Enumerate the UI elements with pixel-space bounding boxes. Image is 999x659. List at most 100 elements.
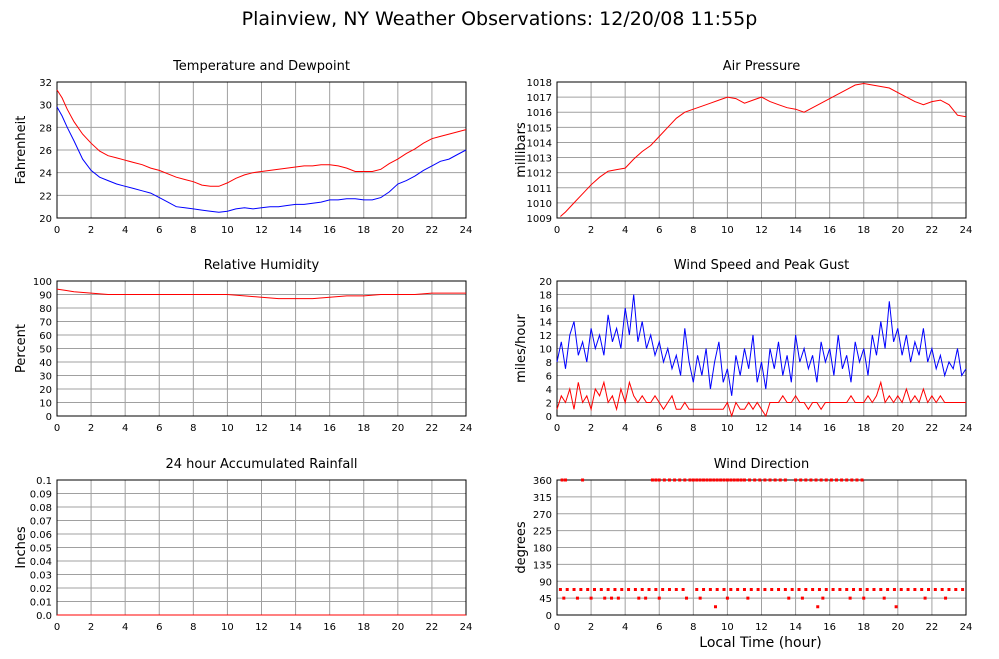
data-point [855,478,859,482]
data-point [729,588,733,591]
y-tick-label: 1012 [527,169,552,180]
data-point [640,588,644,591]
x-tick-label: 18 [357,225,370,236]
x-tick-label: 0 [54,225,60,236]
x-tick-label: 2 [88,622,94,633]
y-tick-label: 0.1 [36,476,52,487]
data-point [644,596,648,600]
y-tick-label: 8 [546,358,552,369]
x-tick-label: 16 [823,225,836,236]
data-point [850,478,854,482]
data-point [913,588,917,591]
y-tick-label: 1010 [527,199,552,210]
data-point [662,478,666,482]
data-point [637,596,641,600]
x-tick-label: 8 [190,622,196,633]
x-tick-label: 24 [460,423,473,434]
x-tick-label: 16 [823,622,836,633]
series-line [556,294,967,396]
x-tick-label: 2 [588,423,594,434]
x-tick-label: 16 [323,423,336,434]
series-line [56,106,467,213]
x-tick-label: 6 [156,622,162,633]
data-point [712,478,716,482]
y-tick-label: 90 [539,577,552,588]
y-tick-label: 100 [33,277,52,288]
y-tick-label: 0.03 [30,571,52,582]
data-point [620,588,624,591]
x-axis-label: Local Time (hour) [699,635,822,651]
x-tick-label: 24 [960,622,973,633]
x-tick-label: 20 [391,225,404,236]
data-point [848,596,852,600]
data-point [814,478,818,482]
data-point [794,478,798,482]
series-line [56,89,467,187]
data-point [944,596,948,600]
x-tick-label: 10 [721,423,734,434]
y-tick-label: 180 [533,544,552,555]
data-point [708,478,712,482]
data-point [824,588,828,591]
x-tick-label: 4 [622,622,628,633]
x-tick-label: 12 [255,622,268,633]
data-point [831,588,835,591]
y-axis-label: degrees [514,521,529,574]
y-tick-label: 16 [539,304,552,315]
plot-frame [556,81,967,219]
y-tick-label: 270 [533,510,552,521]
y-tick-label: 4 [546,385,552,396]
data-point [838,588,842,591]
y-tick-label: 0.04 [30,557,52,568]
data-point [688,478,692,482]
data-point [702,478,706,482]
y-tick-label: 0.06 [30,530,52,541]
data-point [681,588,685,591]
data-point [613,588,617,591]
data-point [824,478,828,482]
data-point [906,588,910,591]
x-tick-label: 14 [289,622,302,633]
data-point [627,588,631,591]
x-tick-label: 20 [391,423,404,434]
chart-title: Relative Humidity [204,258,320,273]
data-point [834,478,838,482]
x-tick-label: 16 [823,423,836,434]
data-point [860,478,864,482]
x-tick-label: 4 [122,622,128,633]
chart-title: Wind Speed and Peak Gust [674,258,849,273]
x-tick-label: 4 [122,225,128,236]
data-point [560,478,564,482]
x-tick-label: 8 [690,622,696,633]
x-tick-label: 6 [656,423,662,434]
data-point [592,588,596,591]
x-tick-label: 18 [357,423,370,434]
data-point [558,588,562,591]
data-point [695,588,699,591]
y-tick-label: 135 [533,560,552,571]
data-point [800,596,804,600]
data-point [705,478,709,482]
data-point [768,478,772,482]
x-tick-label: 14 [789,622,802,633]
data-point [575,596,579,600]
data-point [661,588,665,591]
data-point [804,478,808,482]
x-tick-label: 24 [960,225,973,236]
y-tick-label: 12 [539,331,552,342]
y-tick-label: 18 [539,291,552,302]
y-tick-label: 20 [39,385,52,396]
data-point [736,478,740,482]
data-point [708,588,712,591]
y-tick-label: 70 [39,318,52,329]
data-point [933,588,937,591]
data-point [691,478,695,482]
x-tick-label: 20 [891,423,904,434]
x-tick-label: 12 [255,423,268,434]
y-tick-label: 28 [39,123,52,134]
y-tick-label: 360 [533,476,552,487]
data-point [777,588,781,591]
data-point [778,478,782,482]
data-point [954,588,958,591]
y-tick-label: 0.08 [30,503,52,514]
